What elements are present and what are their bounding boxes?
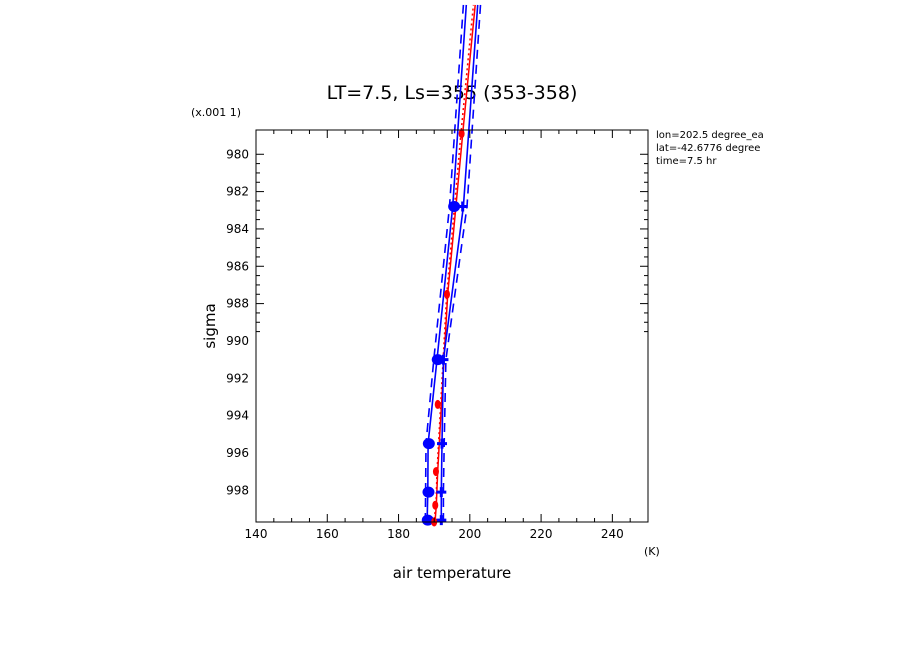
y-axis-label: sigma bbox=[201, 303, 219, 348]
x-unit-label: (K) bbox=[644, 545, 660, 558]
y-tick-label-2: 984 bbox=[226, 222, 249, 236]
chart-title: LT=7.5, Ls=355 (353-358) bbox=[327, 82, 578, 104]
blue-cross-0 bbox=[436, 515, 447, 526]
x-tick-label-2: 180 bbox=[387, 527, 410, 541]
series-line-4 bbox=[424, 4, 465, 522]
info-line-time: time=7.5 hr bbox=[656, 156, 717, 167]
marker-layer bbox=[421, 129, 468, 527]
x-tick-label-5: 240 bbox=[601, 527, 624, 541]
x-tick-label-0: 140 bbox=[245, 527, 268, 541]
y-tick-label-8: 996 bbox=[226, 446, 249, 460]
y-tick-label-9: 998 bbox=[226, 483, 249, 497]
red-point-5 bbox=[458, 129, 465, 139]
y-tick-label-4: 988 bbox=[226, 297, 249, 311]
red-point-3 bbox=[434, 399, 441, 409]
axes-layer: 140 160 180 200 220 240 980 982 984 986 988 990 992 9… bbox=[226, 129, 649, 541]
blue-cross-2 bbox=[437, 438, 448, 449]
y-tick-label-7: 994 bbox=[226, 409, 249, 423]
info-line-lon: lon=202.5 degree_ea bbox=[656, 130, 764, 141]
blue-cross-1 bbox=[436, 487, 447, 498]
x-axis-label: air temperature bbox=[393, 564, 512, 582]
blue-point-4 bbox=[448, 201, 461, 213]
info-box: lon=202.5 degree_ea lat=-42.6776 degree … bbox=[656, 130, 764, 167]
info-line-lat: lat=-42.6776 degree bbox=[656, 143, 760, 154]
blue-cross-3 bbox=[438, 354, 449, 365]
y-tick-label-3: 986 bbox=[226, 259, 249, 273]
red-point-4 bbox=[444, 289, 451, 299]
blue-point-3 bbox=[431, 354, 444, 366]
red-point-1 bbox=[432, 500, 439, 510]
y-tick-label-6: 992 bbox=[226, 371, 249, 385]
series-line-5 bbox=[442, 4, 482, 522]
y-unit-label: (x.001 1) bbox=[191, 106, 241, 119]
x-tick-label-1: 160 bbox=[316, 527, 339, 541]
y-tick-label-0: 980 bbox=[226, 147, 249, 161]
y-tick-label-1: 982 bbox=[226, 185, 249, 199]
blue-cross-4 bbox=[457, 201, 468, 212]
x-tick-label-3: 200 bbox=[458, 527, 481, 541]
blue-point-1 bbox=[422, 486, 435, 498]
y-tick-label-5: 990 bbox=[226, 334, 249, 348]
plot-frame bbox=[255, 129, 649, 523]
x-tick-label-4: 220 bbox=[530, 527, 553, 541]
blue-point-0 bbox=[421, 514, 434, 526]
blue-point-2 bbox=[422, 438, 435, 450]
red-point-2 bbox=[432, 467, 439, 477]
